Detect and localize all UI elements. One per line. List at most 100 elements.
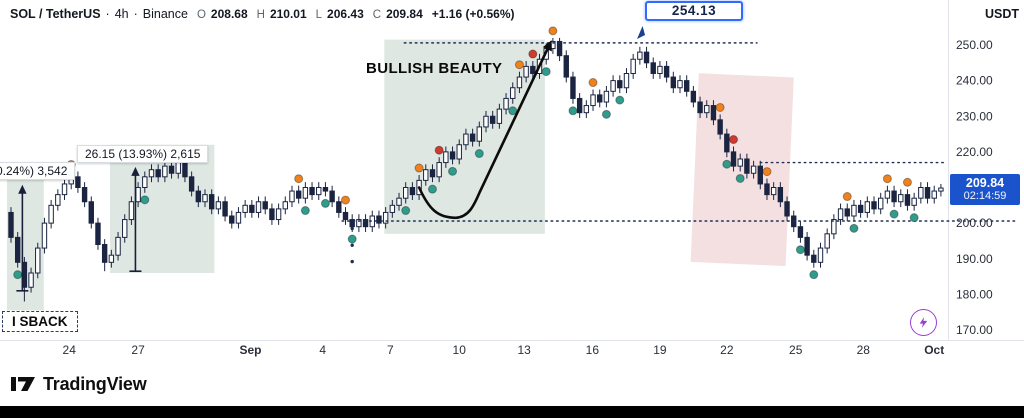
measure-arrow[interactable] xyxy=(129,166,142,273)
candle[interactable] xyxy=(670,71,677,94)
candle[interactable] xyxy=(14,232,21,268)
candle[interactable] xyxy=(623,68,630,94)
candle[interactable] xyxy=(576,93,583,119)
candle[interactable] xyxy=(710,100,717,126)
candle[interactable] xyxy=(235,207,242,229)
candle[interactable] xyxy=(382,207,389,229)
candle[interactable] xyxy=(489,110,496,129)
candle[interactable] xyxy=(423,164,429,186)
candle[interactable] xyxy=(510,82,516,104)
candle[interactable] xyxy=(837,203,844,225)
candle[interactable] xyxy=(362,214,369,233)
candle[interactable] xyxy=(530,61,536,79)
zone-breakout[interactable] xyxy=(110,144,215,273)
candle[interactable] xyxy=(516,71,523,94)
candle[interactable] xyxy=(449,146,456,165)
candle[interactable] xyxy=(396,192,402,211)
candle[interactable] xyxy=(81,182,88,208)
candle[interactable] xyxy=(456,139,462,165)
price-target-label[interactable]: 254.13 xyxy=(645,1,743,21)
candle[interactable] xyxy=(242,199,248,218)
candle[interactable] xyxy=(938,183,944,197)
candle[interactable] xyxy=(329,185,335,208)
candle[interactable] xyxy=(677,75,683,94)
signal-marker[interactable] xyxy=(320,198,330,208)
candle[interactable] xyxy=(911,192,917,211)
candle[interactable] xyxy=(215,196,222,215)
candle[interactable] xyxy=(28,267,34,293)
candle[interactable] xyxy=(757,160,763,190)
candle[interactable] xyxy=(690,85,697,108)
signal-marker[interactable] xyxy=(508,106,518,116)
candle[interactable] xyxy=(376,210,382,229)
candle[interactable] xyxy=(409,182,416,200)
candle[interactable] xyxy=(750,160,757,179)
candle[interactable] xyxy=(864,196,871,218)
candle[interactable] xyxy=(436,157,442,183)
lightning-icon[interactable] xyxy=(910,309,937,336)
candle[interactable] xyxy=(463,128,469,151)
signal-marker[interactable] xyxy=(300,206,310,216)
signal-marker[interactable] xyxy=(140,195,150,205)
signal-marker[interactable] xyxy=(13,270,23,280)
candle[interactable] xyxy=(797,221,804,243)
candle[interactable] xyxy=(142,171,148,193)
symbol-name[interactable]: SOL / TetherUS xyxy=(10,7,101,21)
candle[interactable] xyxy=(724,128,730,158)
measure-label-2[interactable]: 26.15 (13.93%) 2,615 xyxy=(77,145,209,163)
signal-marker[interactable] xyxy=(902,177,912,187)
candle[interactable] xyxy=(496,103,503,129)
interval-label[interactable]: 4h xyxy=(114,7,129,21)
candle[interactable] xyxy=(342,207,349,225)
signal-marker[interactable] xyxy=(715,102,725,112)
signal-marker[interactable] xyxy=(762,167,772,177)
candle[interactable] xyxy=(55,189,61,211)
candle[interactable] xyxy=(255,196,262,218)
candle[interactable] xyxy=(209,189,215,215)
candle[interactable] xyxy=(697,96,703,119)
symbol-legend[interactable]: SOL / TetherUS · 4h · Binance O 208.68 H… xyxy=(10,7,515,21)
signal-marker[interactable] xyxy=(427,184,437,194)
candle[interactable] xyxy=(101,239,108,272)
candle[interactable] xyxy=(389,199,396,218)
signal-marker[interactable] xyxy=(842,192,852,202)
candle[interactable] xyxy=(630,53,636,79)
candle[interactable] xyxy=(884,185,891,204)
signal-marker[interactable] xyxy=(294,174,304,184)
measure-label-1[interactable]: 0.24%) 3,542 xyxy=(0,162,76,180)
candle[interactable] xyxy=(918,182,924,204)
candle[interactable] xyxy=(302,182,309,204)
candle[interactable] xyxy=(683,75,690,97)
signal-marker[interactable] xyxy=(809,270,819,280)
candle[interactable] xyxy=(295,185,302,204)
signal-marker[interactable] xyxy=(889,209,899,219)
candle[interactable] xyxy=(844,203,850,222)
candle[interactable] xyxy=(356,214,362,233)
candle[interactable] xyxy=(764,178,770,200)
candle[interactable] xyxy=(336,196,342,218)
candle[interactable] xyxy=(904,189,911,211)
candle[interactable] xyxy=(871,196,877,215)
candle[interactable] xyxy=(570,71,576,104)
candle[interactable] xyxy=(429,164,436,183)
candle[interactable] xyxy=(322,182,329,197)
candle[interactable] xyxy=(650,57,656,79)
candle[interactable] xyxy=(563,50,569,83)
candle[interactable] xyxy=(95,217,101,250)
candle[interactable] xyxy=(617,75,623,94)
candle[interactable] xyxy=(262,196,268,215)
candle[interactable] xyxy=(275,203,282,225)
candle[interactable] xyxy=(48,199,54,229)
candle[interactable] xyxy=(878,192,884,215)
candle[interactable] xyxy=(269,203,275,225)
candle[interactable] xyxy=(851,199,857,222)
candle[interactable] xyxy=(597,89,603,108)
candle[interactable] xyxy=(282,196,288,215)
candle[interactable] xyxy=(583,100,590,119)
candle[interactable] xyxy=(817,242,824,268)
candle[interactable] xyxy=(289,185,295,208)
candle[interactable] xyxy=(811,249,817,268)
candle[interactable] xyxy=(804,232,810,261)
signal-marker[interactable] xyxy=(434,145,444,155)
signal-marker[interactable] xyxy=(341,195,350,205)
